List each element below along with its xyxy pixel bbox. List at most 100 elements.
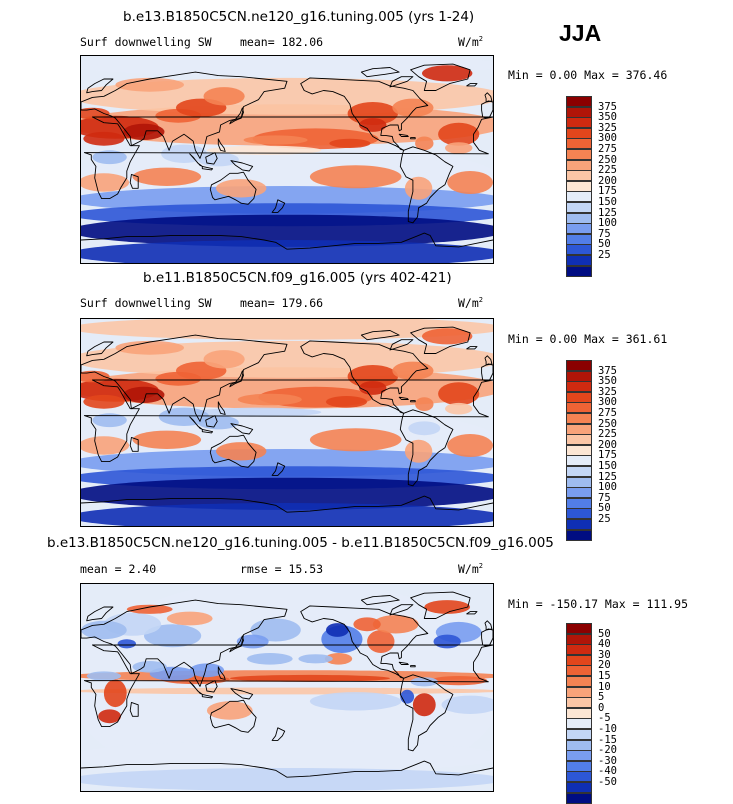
map-field [81, 56, 493, 263]
colorbar-swatch [566, 792, 592, 804]
panel-2-title: b.e11.B1850C5CN.f09_g16.005 (yrs 402-421… [143, 270, 452, 286]
colorbar-label: 50 [598, 238, 611, 251]
colorbar-swatch [566, 665, 592, 677]
colorbar-label: 0 [598, 701, 605, 714]
colorbar-swatch [566, 782, 592, 794]
colorbar-label: 25 [598, 249, 611, 261]
colorbar-label: 50 [598, 502, 611, 515]
colorbar-label: 100 [598, 217, 617, 230]
colorbar-swatch [566, 686, 592, 698]
colorbar-swatch [566, 191, 592, 203]
colorbar-label: 275 [598, 407, 617, 419]
map-coastlines [81, 63, 493, 250]
colorbar-swatch [566, 265, 592, 277]
colorbar-swatch [566, 96, 592, 108]
panel-2-map-svg [81, 319, 493, 526]
colorbar-swatch [566, 212, 592, 224]
colorbar-label: 150 [598, 196, 617, 208]
colorbar-label: -30 [598, 754, 617, 767]
colorbar-swatch [566, 223, 592, 235]
colorbar-label: 125 [598, 206, 617, 219]
colorbar-swatch [566, 106, 592, 118]
colorbar-label: 40 [598, 638, 611, 651]
colorbar-swatch [566, 434, 592, 446]
colorbar-label: 75 [598, 227, 611, 240]
colorbar-label: 50 [598, 627, 611, 640]
colorbar-label: 125 [598, 470, 617, 483]
colorbar-label: 200 [598, 438, 617, 451]
colorbar-swatch [566, 391, 592, 403]
colorbar-swatch [566, 360, 592, 372]
panel-1-title: b.e13.B1850C5CN.ne120_g16.tuning.005 (yr… [123, 9, 475, 25]
panel-1-map [80, 55, 494, 264]
map-field [81, 319, 493, 526]
panel-3-title: b.e13.B1850C5CN.ne120_g16.tuning.005 - b… [47, 535, 554, 551]
season-label: JJA [559, 20, 602, 46]
colorbar-swatch [566, 519, 592, 531]
panel-2-minmax: Min = 0.00 Max = 361.61 [508, 332, 668, 346]
colorbar-label: -20 [598, 744, 617, 757]
panel-1-variable-label: Surf downwelling SW [80, 35, 212, 49]
colorbar-label: 25 [598, 513, 611, 525]
colorbar-label: 20 [598, 659, 611, 672]
colorbar-swatch [566, 159, 592, 171]
colorbar-label: 5 [598, 691, 605, 704]
map-coastlines [81, 326, 493, 513]
colorbar-swatch [566, 654, 592, 666]
panel-3-mean: mean = 2.40 [80, 562, 157, 576]
panel-3-map [80, 583, 494, 792]
colorbar-swatch [566, 487, 592, 499]
colorbar-swatch [566, 117, 592, 129]
colorbar-swatch [566, 149, 592, 161]
colorbar-label: 200 [598, 174, 617, 187]
colorbar-swatch [566, 244, 592, 256]
colorbar-swatch [566, 202, 592, 214]
colorbar-label: 300 [598, 132, 617, 145]
colorbar-swatch [566, 676, 592, 688]
colorbar-swatch [566, 707, 592, 719]
colorbar-swatch [566, 508, 592, 520]
colorbar-swatch [566, 644, 592, 656]
colorbar-label: 375 [598, 100, 617, 113]
colorbar-label: 375 [598, 364, 617, 377]
colorbar-swatch [566, 466, 592, 478]
map-field [81, 584, 493, 791]
colorbar-swatch [566, 255, 592, 267]
colorbar-swatch [566, 633, 592, 645]
panel-3-units: W/m2 [458, 562, 483, 576]
colorbar-swatch [566, 381, 592, 393]
panel-2-map [80, 318, 494, 527]
colorbar-label: -10 [598, 723, 617, 735]
colorbar-swatch [566, 138, 592, 150]
colorbar-swatch [566, 718, 592, 730]
colorbar-label: -15 [598, 733, 617, 746]
colorbar-label: 225 [598, 428, 617, 441]
colorbar-label: -5 [598, 712, 611, 725]
colorbar-swatch [566, 444, 592, 456]
colorbar-label: 325 [598, 385, 617, 398]
colorbar-label: 30 [598, 648, 611, 661]
colorbar-label: 250 [598, 153, 617, 166]
colorbar-swatch [566, 402, 592, 414]
colorbar-label: -50 [598, 776, 617, 788]
map-coastlines [81, 591, 493, 778]
colorbar-label: 225 [598, 164, 617, 177]
colorbar-label: -40 [598, 765, 617, 778]
panel-1-minmax: Min = 0.00 Max = 376.46 [508, 68, 668, 82]
colorbar-label: 75 [598, 491, 611, 504]
colorbar-swatch [566, 529, 592, 541]
panel-3-rmse: rmse = 15.53 [240, 562, 324, 576]
colorbar-swatch [566, 423, 592, 435]
colorbar-label: 350 [598, 111, 617, 124]
panel-2-variable-label: Surf downwelling SW [80, 296, 212, 310]
colorbar-swatch [566, 697, 592, 709]
panel-2-units: W/m2 [458, 296, 483, 310]
colorbar-swatch [566, 750, 592, 762]
colorbar-swatch [566, 180, 592, 192]
panel-3-map-svg [81, 584, 493, 791]
colorbar-label: 175 [598, 185, 617, 198]
colorbar-swatch [566, 413, 592, 425]
colorbar-swatch [566, 455, 592, 467]
panel-1-mean: mean= 182.06 [240, 35, 324, 49]
colorbar-swatch [566, 370, 592, 382]
